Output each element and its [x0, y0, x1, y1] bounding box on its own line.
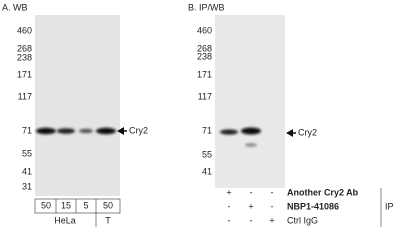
band: [96, 127, 116, 135]
marker-label: 171: [17, 69, 32, 79]
ip-row-label: NBP1-41086: [287, 201, 339, 211]
ip-sign: -: [250, 215, 253, 225]
ip-sign: -: [271, 187, 274, 197]
band: [220, 129, 238, 135]
group-label: HeLa: [54, 215, 76, 225]
ip-sign: +: [248, 201, 253, 211]
ip-row-label: Another Cry2 Ab: [287, 187, 359, 197]
marker-label: 117: [198, 91, 212, 101]
marker-label: 55: [22, 148, 32, 158]
band: [245, 143, 257, 147]
target-label: Cry2: [129, 125, 148, 135]
marker-label: 41: [202, 166, 212, 176]
band: [36, 127, 56, 135]
marker-label: 55: [202, 149, 212, 159]
ip-label: IP: [385, 201, 394, 211]
blot-b: [215, 15, 285, 188]
lane-label: 50: [103, 200, 113, 210]
group-label: T: [105, 215, 111, 225]
ip-sign: +: [269, 215, 274, 225]
ip-sign: +: [226, 187, 231, 197]
band: [79, 128, 93, 134]
lane-label: 50: [41, 200, 51, 210]
target-label: Cry2: [298, 127, 317, 137]
lane-label: 15: [61, 200, 71, 210]
band: [241, 127, 261, 135]
marker-label: 238: [17, 52, 32, 62]
marker-label: 460: [17, 25, 32, 35]
marker-label: 460: [197, 25, 212, 35]
blot-a: [35, 15, 120, 196]
marker-label: 171: [197, 69, 212, 79]
panel-title: B. IP/WB: [188, 2, 225, 12]
marker-label: 268: [17, 43, 32, 53]
arrow: [117, 127, 124, 135]
ip-sign: -: [228, 201, 231, 211]
ip-sign: -: [271, 201, 274, 211]
panel-title: A. WB: [2, 2, 28, 12]
lane-label: 5: [83, 200, 88, 210]
marker-label: 71: [202, 125, 212, 135]
band: [57, 128, 75, 134]
ip-sign: -: [228, 215, 231, 225]
marker-label: 268: [197, 43, 212, 53]
arrow: [286, 129, 293, 137]
figure: A. WB B. IP/WB460268238171117715541314602…: [2, 2, 394, 227]
ip-row-label: Ctrl IgG: [287, 215, 318, 225]
lane-box: [34, 198, 121, 214]
marker-label: 31: [22, 181, 32, 191]
marker-label: 238: [197, 51, 212, 61]
ip-sign: -: [250, 187, 253, 197]
marker-label: 41: [22, 166, 32, 176]
marker-label: 71: [22, 125, 32, 135]
marker-label: 117: [18, 91, 32, 101]
